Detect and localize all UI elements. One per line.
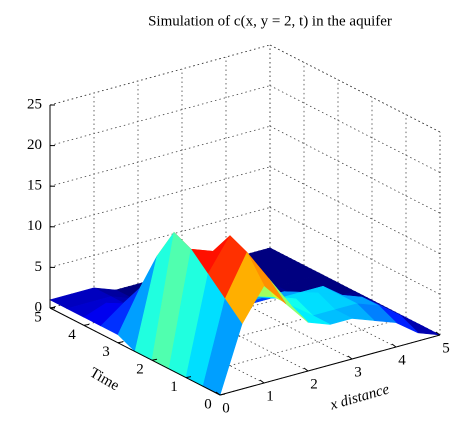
grid-line	[181, 271, 353, 360]
axis-line	[219, 334, 441, 396]
x-tick-label: 4	[398, 352, 406, 368]
y-tick-label: 2	[136, 362, 144, 378]
y-tick-label: 5	[34, 309, 42, 325]
y-axis-label: Time	[87, 365, 122, 395]
tick-mark	[215, 391, 221, 396]
axis-line	[49, 307, 221, 396]
tick-mark	[185, 376, 192, 379]
z-tick-label: 0	[35, 299, 43, 315]
grid-line	[49, 207, 271, 268]
grid-line	[49, 125, 271, 187]
grid-line	[269, 44, 441, 133]
grid-line	[185, 317, 407, 378]
tick-mark	[219, 393, 226, 396]
grid-line	[49, 44, 271, 106]
x-tick-label: 0	[222, 400, 230, 416]
tick-mark	[259, 379, 265, 384]
z-tick-label: 25	[27, 96, 42, 112]
y-tick-label: 3	[102, 344, 110, 360]
grid-line	[49, 166, 271, 228]
tick-mark	[347, 355, 353, 360]
z-tick-label: 20	[27, 137, 42, 153]
tick-mark	[83, 323, 90, 326]
tick-mark	[303, 367, 309, 372]
x-tick-label: 2	[310, 376, 318, 392]
grid-line	[269, 207, 441, 295]
y-tick-label: 4	[68, 327, 76, 343]
tick-mark	[117, 341, 124, 344]
grid-line	[269, 125, 441, 214]
y-tick-label: 0	[204, 396, 212, 412]
z-tick-label: 10	[27, 218, 42, 234]
x-axis-label: x distance	[328, 381, 392, 413]
tick-mark	[49, 306, 56, 309]
x-tick-label: 1	[266, 388, 274, 404]
grid-line	[269, 166, 441, 255]
surface	[49, 231, 441, 396]
z-tick-label: 5	[35, 259, 43, 275]
x-tick-label: 3	[354, 364, 362, 380]
x-tick-label: 5	[442, 340, 450, 356]
chart-title: Simulation of c(x, y = 2, t) in the aqui…	[148, 13, 392, 29]
z-tick-label: 15	[27, 178, 42, 194]
tick-mark	[151, 358, 158, 361]
tick-mark	[391, 343, 397, 348]
y-tick-label: 1	[170, 379, 178, 395]
grid-line	[49, 85, 271, 146]
tick-mark	[435, 331, 441, 336]
grid-line	[269, 85, 441, 173]
grid	[49, 44, 441, 396]
